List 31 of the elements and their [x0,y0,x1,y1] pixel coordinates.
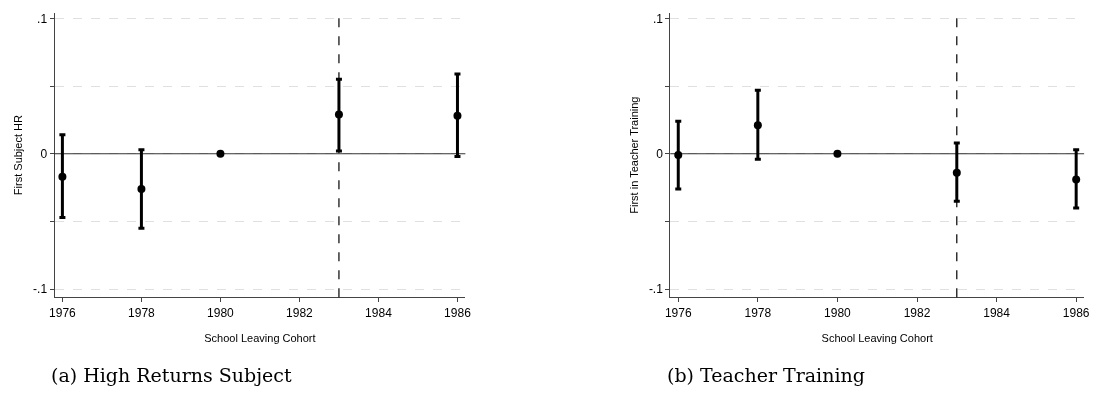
x-tick-label: 1980 [824,305,852,320]
y-tick-label: -.1 [33,282,48,297]
x-tick-label: 1978 [744,305,772,320]
x-tick-label: 1976 [49,305,77,320]
x-axis-title: School Leaving Cohort [204,331,316,344]
x-tick-label: 1984 [365,305,393,320]
y-tick-label: 0 [40,146,48,161]
point [674,151,683,160]
x-tick-label: 1982 [286,305,314,320]
point [952,168,961,177]
x-tick-label: 1976 [664,305,692,320]
x-axis-title: School Leaving Cohort [821,331,933,344]
text: (a) High Returns Subject [51,364,292,386]
point [58,172,67,181]
y-tick-label: .1 [652,11,664,26]
x-tick-label: 1980 [207,305,235,320]
point [453,111,462,120]
y-axis-title: First in Teacher Training [627,96,640,214]
y-tick-label: -.1 [648,282,664,297]
x-tick-label: 1984 [983,305,1011,320]
y-tick-label: 0 [656,146,664,161]
x-tick-label: 1986 [1062,305,1090,320]
point [137,184,146,193]
point [1072,175,1081,184]
x-tick-label: 1982 [903,305,931,320]
text: (b) Teacher Training [667,364,865,386]
x-tick-label: 1978 [128,305,156,320]
y-tick-label: .1 [37,11,48,26]
y-axis-title: First Subject HR [11,115,24,196]
point [753,121,762,130]
x-tick-label: 1986 [444,305,472,320]
